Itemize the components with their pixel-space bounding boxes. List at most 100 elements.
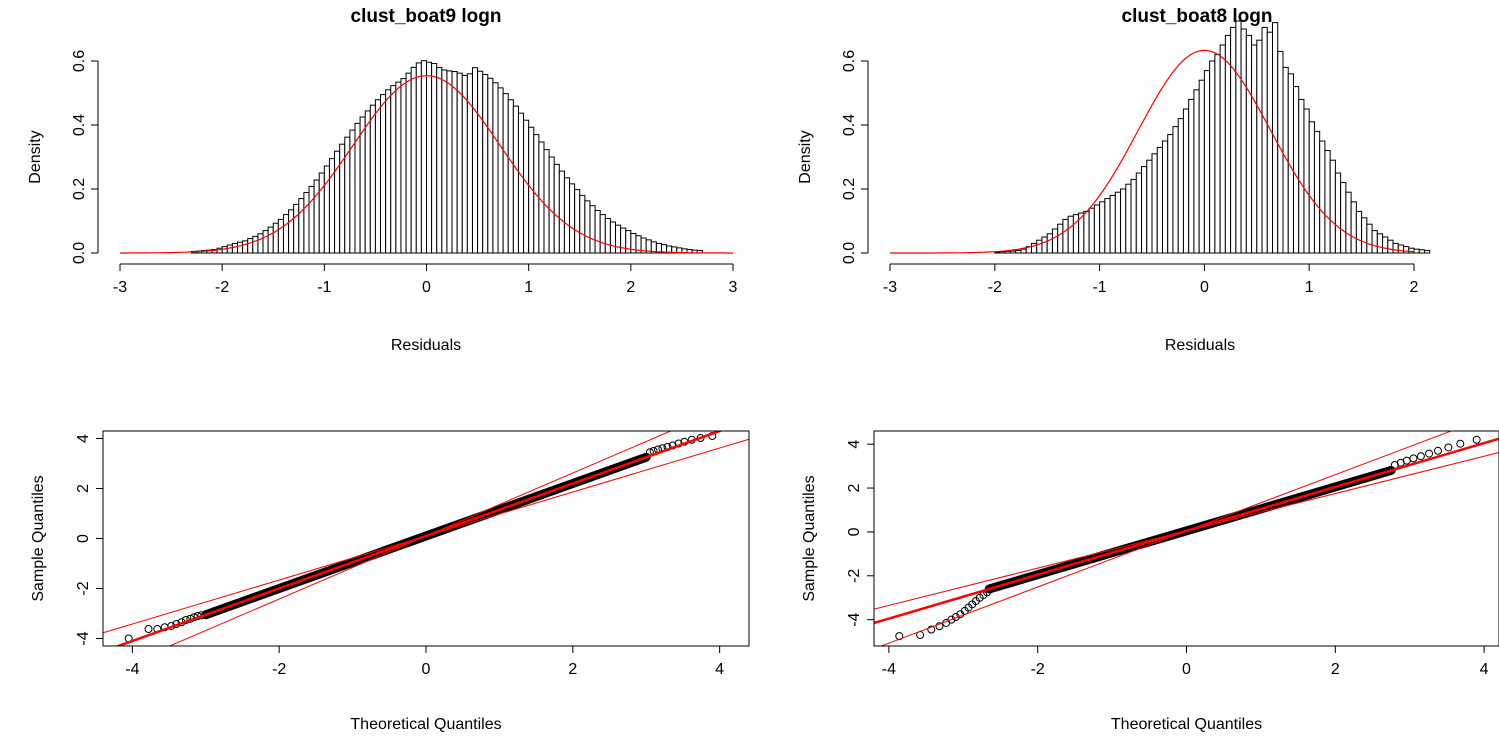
histogram-bar (579, 194, 586, 254)
data-point (144, 625, 153, 633)
x-tick-label: -2 (215, 279, 229, 296)
histogram-bar (1182, 108, 1190, 254)
confidence-line (168, 431, 672, 646)
x-tick-label: 2 (1410, 279, 1419, 296)
data-point (935, 622, 944, 631)
y-tick-label: -2 (75, 581, 92, 595)
data-point (927, 625, 936, 634)
histogram-bar (262, 230, 269, 254)
histogram-bar (1366, 223, 1373, 254)
histogram-bar (1067, 215, 1074, 254)
x-tick-label: -2 (988, 279, 1002, 296)
histogram-bar (543, 149, 550, 254)
histogram-bar (1303, 108, 1310, 254)
histogram-bar (446, 70, 453, 254)
histogram-bar (1120, 188, 1127, 254)
histogram-bar (1261, 26, 1268, 254)
histogram-bar (574, 189, 581, 254)
histogram-bar (1387, 239, 1394, 254)
x-tick-label: 4 (1480, 661, 1489, 678)
histogram-bar (1350, 201, 1357, 254)
x-tick-label: 2 (568, 661, 577, 678)
y-tick-label: 0.6 (71, 50, 88, 72)
histogram-bar (1423, 249, 1431, 254)
histogram-bar (221, 246, 228, 254)
plot-area (874, 431, 1499, 646)
histogram-bar (1046, 233, 1053, 254)
histogram-bar (1251, 44, 1258, 254)
histogram-bar (272, 222, 279, 254)
histogram-bar (497, 87, 504, 254)
histogram-bar (1193, 89, 1200, 254)
histogram-bar (1319, 140, 1326, 254)
histogram-bar (1230, 26, 1237, 254)
histogram-bar (477, 70, 484, 254)
histogram-bar (1015, 249, 1022, 254)
histogram-bar (461, 74, 468, 254)
histogram-bar (1130, 178, 1137, 254)
histogram-bar (599, 214, 606, 254)
histogram-bar (1020, 248, 1027, 254)
histogram-bar (1167, 134, 1174, 254)
y-tick-label: 0.2 (71, 178, 88, 200)
x-axis-label: Theoretical Quantiles (1111, 716, 1262, 733)
histogram-bar (231, 242, 238, 254)
histogram-bar (451, 71, 458, 254)
data-point (1472, 435, 1481, 444)
histogram-bar (1397, 244, 1405, 254)
histogram-bar (1104, 198, 1111, 254)
x-axis-label: Residuals (1165, 337, 1235, 354)
histogram-bar (1298, 98, 1305, 254)
histogram-bar (282, 214, 290, 254)
histogram-bar (1004, 250, 1012, 254)
y-tick-label: -4 (75, 631, 92, 645)
histogram-bar (354, 122, 361, 254)
histogram-bar (1041, 236, 1048, 254)
histogram-bar (288, 209, 295, 254)
density-curve (120, 75, 733, 254)
histogram-bar (1245, 34, 1253, 254)
histogram-bar (257, 233, 264, 254)
data-point (947, 615, 956, 624)
x-tick-label: 0 (422, 661, 431, 678)
histogram-bar (1382, 236, 1389, 254)
histogram-bar (563, 177, 571, 254)
histogram-bar (364, 110, 371, 254)
x-tick-label: 4 (715, 661, 724, 678)
histogram-bar (487, 77, 494, 254)
histogram-bar (999, 251, 1006, 254)
y-tick-label: 2 (846, 483, 863, 492)
histogram-bar (471, 67, 479, 254)
histogram-bar (1392, 242, 1399, 254)
histogram-bar (507, 99, 514, 254)
histogram-bar (1235, 20, 1242, 254)
x-tick-label: 1 (1305, 279, 1314, 296)
data-point (1409, 454, 1418, 463)
y-tick-label: 4 (75, 434, 92, 443)
histogram-bar (226, 244, 233, 254)
data-point (1416, 452, 1425, 461)
histogram-bar (594, 209, 601, 254)
x-tick-label: -3 (883, 279, 897, 296)
histogram-bar (548, 156, 555, 254)
histogram-bar (1057, 223, 1064, 254)
histogram-bar (1418, 249, 1425, 254)
chart-title: clust_boat9 logn (351, 6, 502, 27)
histogram-bar (1156, 146, 1163, 254)
histogram-bar (247, 238, 254, 254)
histogram-bar (1036, 239, 1043, 254)
y-tick-label: 0.2 (841, 178, 858, 200)
histogram-bar (1135, 172, 1143, 254)
histogram-bar (609, 221, 617, 254)
histogram-bar (431, 63, 438, 254)
histogram-bar (1109, 194, 1116, 254)
y-tick-label: -2 (846, 569, 863, 583)
histogram-bar (252, 235, 259, 254)
histogram-bar (1083, 210, 1090, 254)
qq-panel-boat8: -4 -2 0 2 4 Theoretical Quantiles -4 -2 0 2 4 Sampl… (801, 430, 1499, 733)
x-tick-label: 1 (524, 279, 533, 296)
x-tick-label: -4 (125, 661, 139, 678)
confidence-line (879, 431, 1453, 646)
histogram-bar (385, 89, 392, 254)
